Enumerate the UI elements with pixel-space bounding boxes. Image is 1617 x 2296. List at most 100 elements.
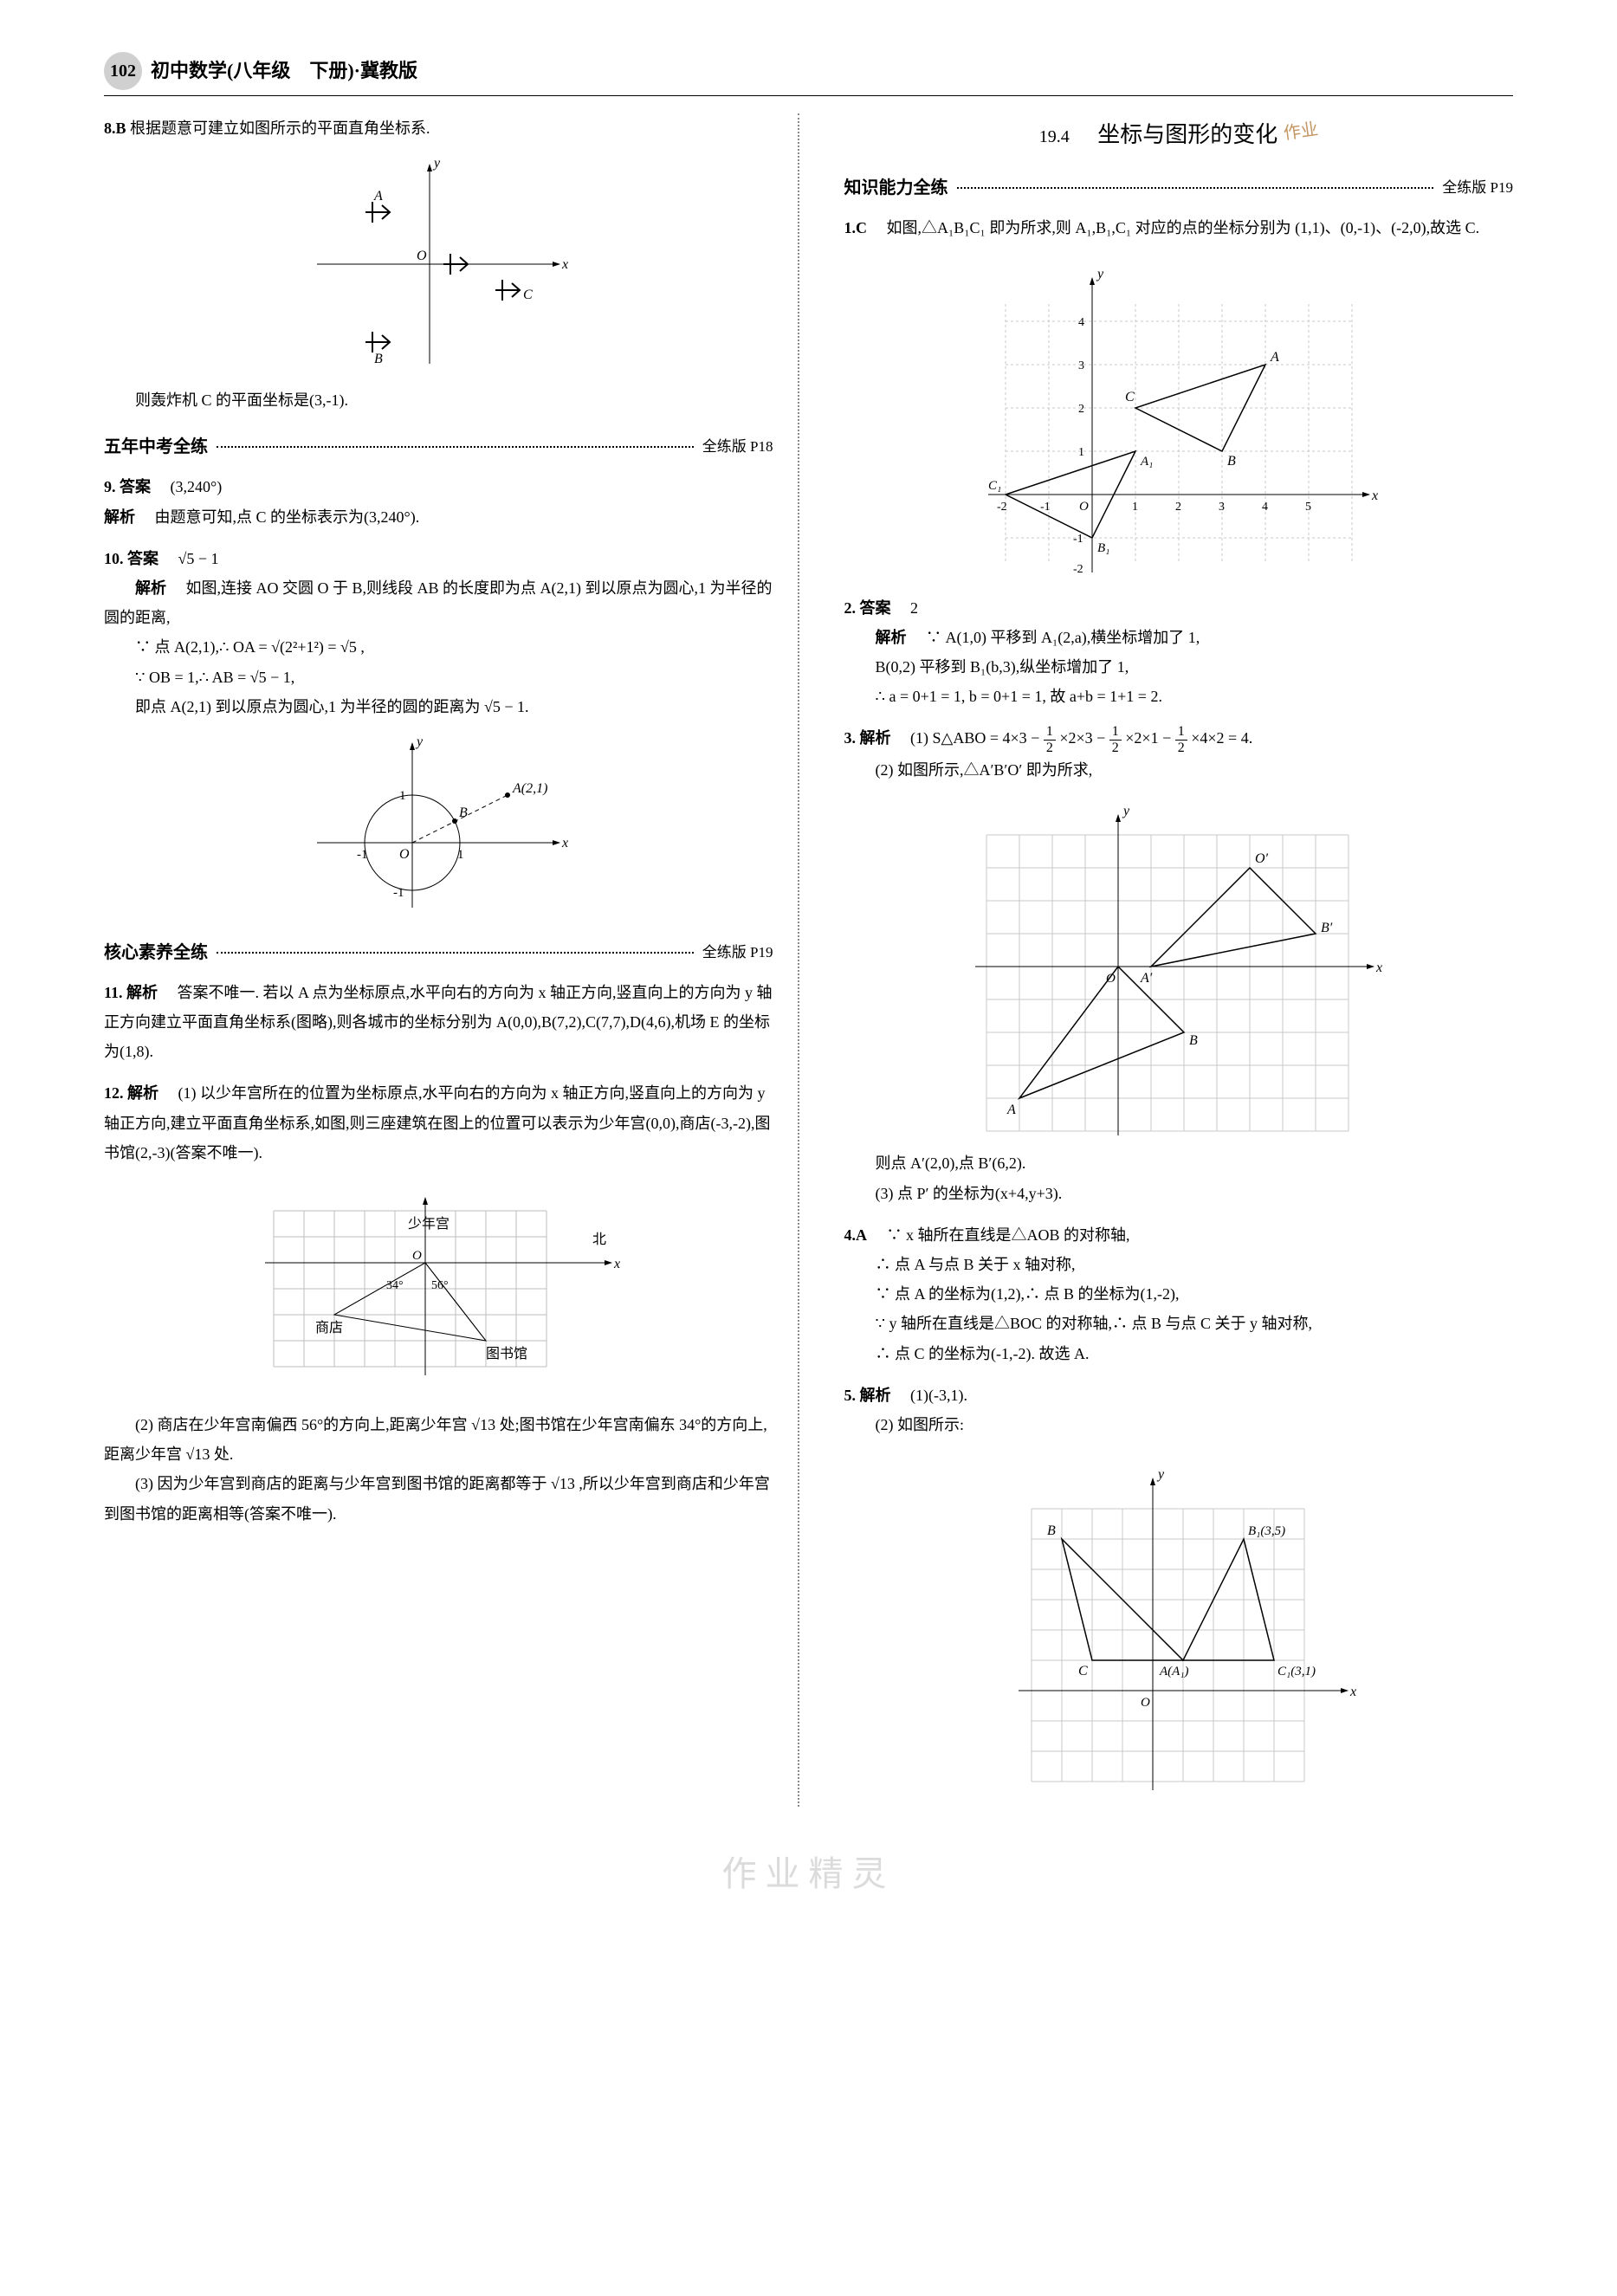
question-8: 8.B 根据题意可建立如图所示的平面直角坐标系. x y O A C B	[104, 113, 773, 415]
svg-text:B₁: B₁	[1097, 541, 1109, 555]
r2-ans: 2	[910, 599, 918, 617]
svg-text:少年宫: 少年宫	[408, 1216, 450, 1232]
q11-text: 答案不唯一. 若以 A 点为坐标原点,水平向右的方向为 x 轴正方向,竖直向上的…	[104, 984, 773, 1060]
question-10: 10. 答案 √5 − 1 解析 如图,连接 AO 交圆 O 于 B,则线段 A…	[104, 544, 773, 921]
q12-p1: (1) 以少年宫所在的位置为坐标原点,水平向右的方向为 x 轴正方向,竖直向上的…	[104, 1084, 770, 1161]
svg-text:C: C	[523, 288, 533, 302]
q9-exp: 由题意可知,点 C 的坐标表示为(3,240°).	[155, 508, 420, 526]
r3-t2: ×2×1 −	[1125, 729, 1171, 747]
q8-text: 根据题意可建立如图所示的平面直角坐标系.	[130, 120, 430, 137]
svg-text:A(2,1): A(2,1)	[512, 781, 547, 796]
section-hexin: 核心素养全练 全练版 P19	[104, 936, 773, 969]
r1-num: 1.C	[844, 219, 868, 236]
chapter-num: 19.4	[1039, 127, 1070, 146]
q10-exp2: ∵ 点 A(2,1),∴ OA = √(2²+1²) = √5 ,	[104, 632, 773, 662]
svg-text:商店: 商店	[315, 1320, 343, 1336]
svg-text:O: O	[417, 249, 427, 263]
svg-text:-2: -2	[997, 501, 1007, 514]
svg-text:y: y	[1156, 1467, 1165, 1482]
svg-text:A₁: A₁	[1140, 455, 1153, 469]
svg-text:C₁(3,1): C₁(3,1)	[1277, 1665, 1316, 1678]
svg-text:2: 2	[1175, 501, 1181, 514]
svg-text:1: 1	[1078, 446, 1084, 459]
svg-text:1: 1	[399, 789, 406, 803]
right-column: 19.4 坐标与图形的变化 作业 知识能力全练 全练版 P19 1.C 如图,△…	[834, 113, 1514, 1807]
svg-text:B: B	[374, 352, 383, 366]
r3-p2: (2) 如图所示,△A′B′O′ 即为所求,	[844, 755, 1514, 785]
q10-ans: √5 − 1	[178, 550, 219, 567]
chapter-title: 19.4 坐标与图形的变化 作业	[844, 113, 1514, 156]
q9-exp-label: 解析	[104, 508, 135, 526]
svg-text:x: x	[561, 836, 568, 850]
svg-text:34°: 34°	[386, 1279, 404, 1292]
svg-text:1: 1	[1132, 501, 1138, 514]
svg-text:O′: O′	[1255, 851, 1269, 866]
r3-t1: ×2×3 −	[1059, 729, 1105, 747]
q12-num: 12.	[104, 1084, 124, 1102]
left-column: 8.B 根据题意可建立如图所示的平面直角坐标系. x y O A C B	[104, 113, 799, 1807]
r2-num: 2.	[844, 599, 857, 617]
svg-text:B′: B′	[1321, 921, 1333, 935]
svg-text:B₁(3,5): B₁(3,5)	[1248, 1524, 1285, 1538]
q10-figure: x y O 1 -1 1 -1 A(2,1) B	[104, 730, 773, 921]
svg-text:-1: -1	[1073, 533, 1083, 546]
r-question-2: 2. 答案 2 解析 ∵ A(1,0) 平移到 A₁(2,a),横坐标增加了 1…	[844, 593, 1514, 712]
q10-exp3: ∵ OB = 1,∴ AB = √5 − 1,	[104, 663, 773, 692]
r4-l1: ∵ x 轴所在直线是△AOB 的对称轴,	[887, 1226, 1130, 1244]
svg-text:y: y	[432, 156, 441, 171]
r3-figure: x y O A B O′ A′ B′	[844, 793, 1514, 1140]
q12-p2: (2) 商店在少年宫南偏西 56°的方向上,距离少年宫 √13 处;图书馆在少年…	[104, 1410, 773, 1469]
section-hexin-title: 核心素养全练	[104, 936, 208, 969]
svg-text:x: x	[1371, 488, 1378, 503]
q9-ans: (3,240°)	[171, 478, 223, 495]
svg-text:C₁: C₁	[988, 479, 1001, 493]
svg-text:A(A₁): A(A₁)	[1159, 1665, 1189, 1678]
svg-text:x: x	[1349, 1685, 1356, 1699]
question-12: 12. 解析 (1) 以少年宫所在的位置为坐标原点,水平向右的方向为 x 轴正方…	[104, 1078, 773, 1528]
r4-l2: ∴ 点 A 与点 B 关于 x 轴对称,	[844, 1250, 1514, 1279]
r4-l4: ∵ y 轴所在直线是△BOC 的对称轴,∴ 点 B 与点 C 关于 y 轴对称,	[844, 1309, 1514, 1338]
q8-figure: x y O A C B	[104, 152, 773, 377]
section-hexin-ref: 全练版 P19	[702, 939, 773, 967]
r4-l3: ∵ 点 A 的坐标为(1,2),∴ 点 B 的坐标为(1,-2),	[844, 1279, 1514, 1309]
r-question-3: 3. 解析 (1) S△ABO = 4×3 − 12 ×2×3 − 12 ×2×…	[844, 723, 1514, 1208]
svg-text:O: O	[1079, 500, 1089, 514]
svg-text:y: y	[1122, 804, 1130, 818]
r-question-4: 4.A ∵ x 轴所在直线是△AOB 的对称轴, ∴ 点 A 与点 B 关于 x…	[844, 1220, 1514, 1368]
svg-text:3: 3	[1219, 501, 1225, 514]
r2-l1: ∵ A(1,0) 平移到 A₁(2,a),横坐标增加了 1,	[926, 629, 1200, 646]
svg-text:x: x	[561, 257, 568, 272]
q11-label: 解析	[126, 984, 158, 1001]
content-columns: 8.B 根据题意可建立如图所示的平面直角坐标系. x y O A C B	[104, 113, 1513, 1807]
question-11: 11. 解析 答案不唯一. 若以 A 点为坐标原点,水平向右的方向为 x 轴正方…	[104, 978, 773, 1067]
r3-label: 解析	[860, 729, 891, 747]
svg-text:x: x	[1375, 960, 1382, 975]
svg-text:y: y	[415, 734, 424, 749]
chapter-name: 坐标与图形的变化	[1097, 122, 1277, 147]
page-header: 102 初中数学(八年级 下册)·冀教版	[104, 52, 1513, 96]
r-question-5: 5. 解析 (1)(-3,1). (2) 如图所示: x y O	[844, 1381, 1514, 1795]
svg-text:北: 北	[592, 1232, 606, 1247]
q10-exp1: 如图,连接 AO 交圆 O 于 B,则线段 AB 的长度即为点 A(2,1) 到…	[104, 579, 773, 626]
svg-text:4: 4	[1262, 501, 1268, 514]
svg-text:B: B	[1047, 1523, 1056, 1538]
q12-label: 解析	[127, 1084, 158, 1102]
section-wunian: 五年中考全练 全练版 P18	[104, 430, 773, 463]
r2-l3: ∴ a = 0+1 = 1, b = 0+1 = 1, 故 a+b = 1+1 …	[844, 682, 1514, 711]
section-wunian-title: 五年中考全练	[104, 430, 208, 463]
r4-num: 4.A	[844, 1226, 868, 1244]
svg-text:A: A	[373, 189, 383, 204]
svg-text:-1: -1	[1040, 501, 1051, 514]
q10-num: 10.	[104, 550, 124, 567]
svg-text:O: O	[399, 847, 410, 862]
q10-exp4: 即点 A(2,1) 到以原点为圆心,1 为半径的圆的距离为 √5 − 1.	[104, 692, 773, 721]
r3-p3: 则点 A′(2,0),点 B′(6,2).	[844, 1148, 1514, 1178]
r3-p4: (3) 点 P′ 的坐标为(x+4,y+3).	[844, 1179, 1514, 1208]
q10-ans-label: 答案	[127, 550, 158, 567]
r3-t3: ×4×2 = 4.	[1191, 729, 1252, 747]
r2-ans-label: 答案	[860, 599, 891, 617]
r5-num: 5.	[844, 1387, 857, 1404]
page-title: 初中数学(八年级 下册)·冀教版	[151, 53, 417, 89]
q11-num: 11.	[104, 984, 123, 1001]
question-9: 9. 答案 (3,240°) 解析 由题意可知,点 C 的坐标表示为(3,240…	[104, 472, 773, 531]
